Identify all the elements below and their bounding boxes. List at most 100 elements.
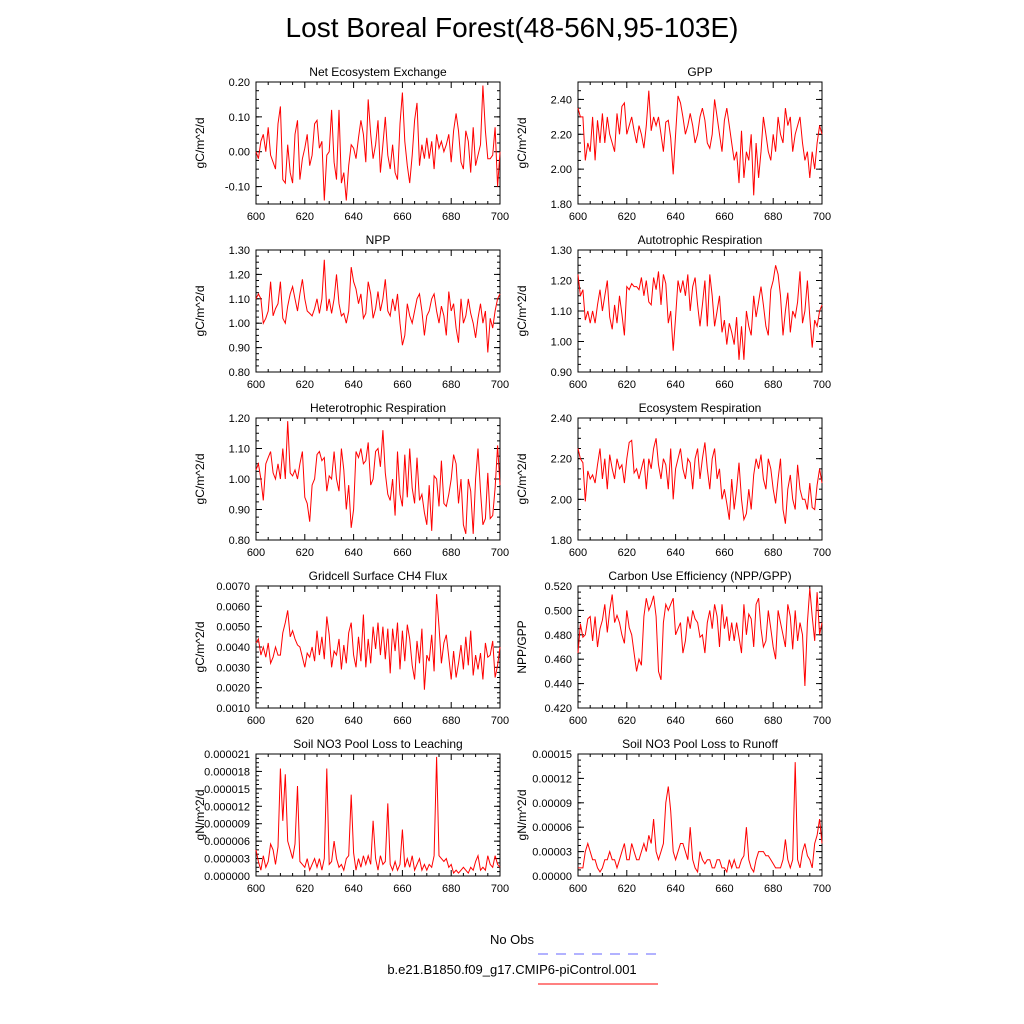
y-axis-label: NPP/GPP: [515, 620, 529, 673]
y-tick-label: 1.10: [229, 294, 250, 306]
y-tick-label: 0.80: [229, 367, 250, 379]
chart-panel: Net Ecosystem Exchange gC/m^2/d 600 620 640 6…: [193, 65, 509, 223]
y-tick-label: 2.20: [551, 129, 572, 141]
x-tick-label: 680: [764, 883, 782, 895]
y-tick-label: 0.00006: [532, 822, 572, 834]
series-line: [577, 265, 823, 360]
x-tick-label: 600: [569, 211, 587, 223]
legend-model-line: [538, 983, 658, 985]
y-tick-label: 1.80: [551, 535, 572, 547]
plot-frame: [255, 81, 501, 205]
y-axis-label: gN/m^2/d: [515, 790, 529, 841]
x-tick-label: 680: [442, 211, 460, 223]
x-tick-label: 680: [764, 547, 782, 559]
y-tick-label: 0.000000: [204, 871, 250, 883]
y-tick-label: 0.420: [544, 703, 572, 715]
x-tick-label: 600: [247, 715, 265, 727]
y-tick-label: 0.000021: [204, 749, 250, 761]
series-line: [255, 259, 501, 353]
series-line: [255, 594, 501, 690]
x-tick-label: 660: [715, 211, 733, 223]
x-tick-label: 660: [393, 211, 411, 223]
y-tick-label: 0.90: [551, 367, 572, 379]
y-tick-label: 0.0060: [216, 601, 250, 613]
x-tick-label: 640: [344, 547, 362, 559]
plot-frame: [255, 249, 501, 373]
y-axis-label: gC/m^2/d: [193, 454, 207, 505]
y-tick-label: 0.00000: [532, 871, 572, 883]
y-tick-label: 0.000018: [204, 766, 250, 778]
y-tick-label: 0.000003: [204, 854, 250, 866]
panel-title: Soil NO3 Pool Loss to Leaching: [293, 737, 462, 751]
y-tick-label: 1.30: [229, 245, 250, 257]
y-tick-label: 0.520: [544, 581, 572, 593]
series-line: [578, 762, 823, 874]
x-tick-label: 620: [618, 883, 636, 895]
x-tick-label: 600: [247, 211, 265, 223]
plot-frame: [577, 753, 823, 877]
y-tick-label: 0.0020: [216, 683, 250, 695]
y-axis-label: gC/m^2/d: [193, 118, 207, 169]
panel-title: GPP: [687, 65, 712, 79]
x-tick-label: 640: [666, 211, 684, 223]
x-tick-label: 620: [618, 379, 636, 391]
y-tick-label: 0.00003: [532, 847, 572, 859]
chart-panel: Autotrophic Respiration gC/m^2/d 600 620 640…: [515, 233, 831, 391]
x-tick-label: 640: [344, 211, 362, 223]
y-tick-label: 0.000012: [204, 801, 250, 813]
x-tick-label: 600: [247, 379, 265, 391]
y-tick-label: 0.80: [229, 535, 250, 547]
y-tick-label: 1.00: [551, 337, 572, 349]
y-tick-label: 1.20: [229, 413, 250, 425]
x-tick-label: 660: [715, 883, 733, 895]
x-tick-label: 620: [618, 211, 636, 223]
x-tick-label: 600: [569, 883, 587, 895]
x-tick-label: 700: [491, 547, 509, 559]
x-tick-label: 600: [569, 715, 587, 727]
x-tick-label: 700: [491, 379, 509, 391]
panel-title: Heterotrophic Respiration: [310, 401, 446, 415]
panel-title: Ecosystem Respiration: [639, 401, 762, 415]
x-tick-label: 620: [296, 715, 314, 727]
legend-obs-line: [538, 953, 658, 955]
x-tick-label: 680: [764, 211, 782, 223]
y-tick-label: 1.10: [229, 444, 250, 456]
x-tick-label: 660: [393, 883, 411, 895]
panel-title: NPP: [366, 233, 391, 247]
x-tick-label: 700: [813, 379, 831, 391]
x-tick-label: 640: [344, 883, 362, 895]
x-tick-label: 700: [491, 211, 509, 223]
x-tick-label: 640: [666, 379, 684, 391]
x-tick-label: 680: [764, 379, 782, 391]
y-tick-label: 0.000009: [204, 819, 250, 831]
x-tick-label: 640: [666, 547, 684, 559]
y-axis-label: gN/m^2/d: [193, 790, 207, 841]
x-tick-label: 620: [296, 883, 314, 895]
y-tick-label: 0.000015: [204, 784, 250, 796]
x-tick-label: 660: [715, 715, 733, 727]
x-tick-label: 680: [442, 379, 460, 391]
y-tick-label: 0.0010: [216, 703, 250, 715]
y-tick-label: 2.00: [551, 164, 572, 176]
x-tick-label: 660: [715, 547, 733, 559]
y-tick-label: 0.90: [229, 505, 250, 517]
x-tick-label: 620: [296, 211, 314, 223]
y-tick-label: 0.440: [544, 679, 572, 691]
x-tick-label: 660: [393, 379, 411, 391]
x-tick-label: 620: [296, 547, 314, 559]
panel-title: Net Ecosystem Exchange: [309, 65, 447, 79]
plot-frame: [255, 585, 501, 709]
y-tick-label: 0.00009: [532, 798, 572, 810]
x-tick-label: 700: [813, 211, 831, 223]
y-tick-label: 1.10: [551, 306, 572, 318]
y-tick-label: 0.480: [544, 630, 572, 642]
x-tick-label: 700: [813, 715, 831, 727]
series-line: [255, 421, 501, 535]
y-tick-label: 2.20: [551, 454, 572, 466]
y-tick-label: 1.00: [229, 474, 250, 486]
y-tick-label: 0.000006: [204, 836, 250, 848]
series-line: [577, 438, 823, 524]
x-tick-label: 680: [442, 547, 460, 559]
y-tick-label: 0.0050: [216, 622, 250, 634]
chart-panel: Soil NO3 Pool Loss to Leaching gN/m^2/d 60…: [193, 737, 509, 895]
